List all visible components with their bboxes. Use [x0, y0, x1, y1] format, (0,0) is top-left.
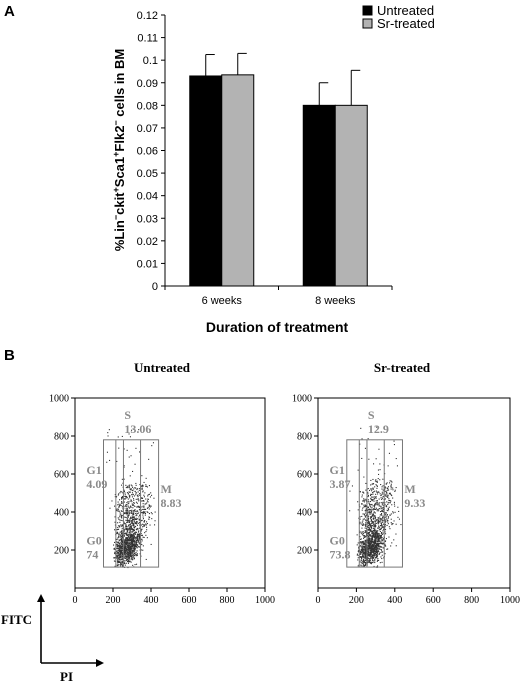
x-tick-label: 200 — [349, 595, 364, 606]
gate-name: S — [368, 408, 375, 422]
gate-name: G0 — [330, 533, 345, 547]
fitc-label: FITC — [1, 612, 32, 627]
gate-value: 13.06 — [124, 422, 151, 436]
x-tick-label: 800 — [220, 595, 235, 606]
plot-frame — [74, 397, 266, 589]
y-tick-label: 0.08 — [137, 100, 158, 112]
gate-name: M — [161, 482, 172, 496]
y-tick-label: 0.11 — [137, 33, 158, 45]
flow-right-title: Sr-treated — [374, 360, 431, 375]
gate-value: 4.09 — [86, 477, 107, 491]
legend-swatch — [362, 18, 373, 29]
fitc-arrow-head — [37, 594, 45, 602]
y-tick-label: 0.09 — [137, 78, 158, 90]
flow-plot-sr-treated: 0 200 400 600 800 1000 200 400 600 800 1000 G13.87 G… — [292, 394, 520, 607]
x-tick-label: 600 — [426, 595, 441, 606]
y-axis-label: %Lin−ckit+Sca1+Flk2− cells in BM — [111, 49, 127, 251]
orientation-axes: FITC PI — [1, 594, 104, 682]
x-tick-label: 400 — [144, 595, 159, 606]
panel-b-label: B — [4, 347, 15, 364]
gate-value: 12.9 — [368, 422, 389, 436]
y-tick-label: 0.04 — [137, 191, 158, 203]
x-tick-label: 0 — [316, 595, 321, 606]
y-tick-label: 600 — [297, 470, 312, 481]
y-tick-label: 0 — [152, 281, 158, 293]
gate-value: 74 — [86, 547, 98, 561]
bar — [189, 75, 223, 287]
gate-name: G1 — [330, 463, 345, 477]
y-tick-label: 0.01 — [137, 258, 158, 270]
flow-plot-untreated: 0 200 400 600 800 1000 200 400 600 800 1000 G14.09 G… — [49, 394, 275, 607]
gate-name: G1 — [86, 463, 101, 477]
gate-value: 8.83 — [161, 496, 182, 510]
x-tick-label: 6 weeks — [202, 295, 243, 307]
y-tick-label: 0.07 — [137, 123, 158, 135]
y-tick-label: 0.06 — [137, 146, 158, 158]
y-tick-label: 200 — [297, 546, 312, 557]
pi-label: PI — [60, 669, 73, 682]
x-tick-label: 8 weeks — [315, 295, 356, 307]
x-tick-label: 200 — [106, 595, 121, 606]
y-tick-label: 400 — [297, 508, 312, 519]
gate-name: M — [404, 482, 415, 496]
y-tick-label: 1000 — [292, 394, 312, 405]
bar-chart: 0 0.01 0.02 0.03 0.04 0.05 0.06 0.07 0.08 0.09 0.1… — [137, 3, 435, 307]
flow-left-title: Untreated — [134, 360, 191, 375]
x-tick-label: 1000 — [500, 595, 520, 606]
y-tick-label: 200 — [54, 546, 69, 557]
legend-swatch — [362, 5, 373, 16]
gate-outer — [346, 439, 403, 568]
bar — [302, 104, 336, 287]
event-dots — [349, 426, 402, 568]
gate-name: G0 — [86, 533, 101, 547]
gate-name: S — [124, 408, 131, 422]
x-tick-label: 400 — [387, 595, 402, 606]
y-tick-label: 400 — [54, 508, 69, 519]
y-tick-label: 0.1 — [143, 55, 158, 67]
pi-arrow-head — [96, 659, 104, 667]
y-tick-label: 0.05 — [137, 168, 158, 180]
legend-label: Untreated — [377, 3, 434, 18]
y-tick-label: 0.02 — [137, 236, 158, 248]
x-tick-label: 600 — [182, 595, 197, 606]
y-tick-label: 800 — [54, 432, 69, 443]
x-tick-label: 0 — [73, 595, 78, 606]
legend-label: Sr-treated — [377, 16, 435, 31]
plot-frame — [317, 397, 511, 589]
x-tick-label: 800 — [464, 595, 479, 606]
panel-a-label: A — [4, 3, 15, 20]
gate-value: 73.8 — [330, 547, 351, 561]
y-tick-label: 1000 — [49, 394, 69, 405]
gate-value: 9.33 — [404, 496, 425, 510]
bar — [221, 74, 255, 287]
y-tick-label: 800 — [297, 432, 312, 443]
x-tick-label: 1000 — [255, 595, 275, 606]
y-tick-label: 600 — [54, 470, 69, 481]
gate-value: 3.87 — [330, 477, 351, 491]
event-dots — [106, 428, 156, 569]
gate-outer — [103, 439, 160, 568]
y-tick-label: 0.12 — [137, 10, 158, 22]
y-tick-label: 0.03 — [137, 213, 158, 225]
bar — [334, 104, 368, 287]
x-axis-label: Duration of treatment — [206, 319, 349, 335]
